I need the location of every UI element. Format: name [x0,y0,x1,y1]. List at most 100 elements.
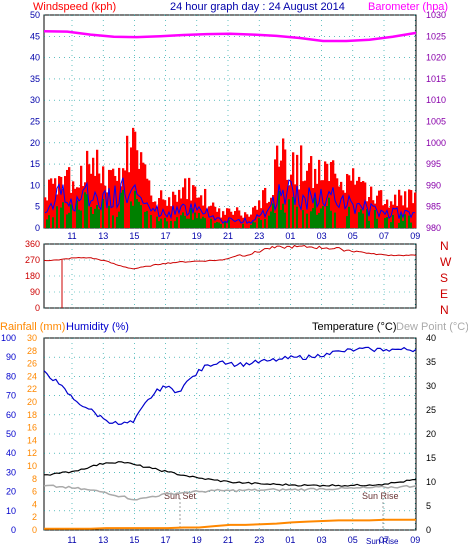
wind-green-bar [272,203,275,228]
gust-bar [298,189,301,228]
wind-green-bar [204,218,207,228]
wind-x-tick-label: 23 [254,231,264,241]
temp-x-tick-label: 01 [285,535,295,545]
gust-bar [268,201,271,228]
gust-bar [274,159,277,228]
humidity-y-tick-label: 60 [6,410,16,420]
wind-green-bar [214,223,217,228]
wind-y-tick-label: 50 [30,10,40,20]
gust-bar [204,188,207,228]
baro-y-tick-label: 1025 [426,31,446,41]
gust-bar [178,189,181,228]
gust-bar [106,192,109,228]
gust-bar [304,180,307,228]
wind-x-tick-label: 05 [348,231,358,241]
wind-green-bar [402,220,405,228]
gust-bar [308,163,311,228]
gust-bar [192,185,195,228]
wind-green-bar [198,212,201,228]
wind-green-bar [68,212,71,228]
gust-bar [184,178,187,228]
gust-bar [406,207,409,228]
gust-bar [340,181,343,228]
wind-green-bar [102,198,105,228]
gust-bar [396,205,399,228]
gust-bar [96,149,99,228]
chart-marks: 0510152025303540455098098599099510001005… [1,10,452,546]
wind-green-bar [302,210,305,228]
gust-bar [140,152,143,228]
wind-green-bar [322,206,325,228]
gust-bar [52,183,55,228]
gust-bar [266,203,269,228]
gust-bar [188,177,191,228]
rain-y-tick-label: 6 [32,487,37,497]
wind-green-bar [92,214,95,228]
compass-label: N [440,239,449,253]
wind-green-bar [52,217,55,228]
wind-green-bar [146,210,149,228]
dir-y-tick-label: 90 [30,287,40,297]
gust-bar [158,198,161,228]
gust-bar [194,186,197,228]
wind-green-bar [60,207,63,228]
gust-bar [250,214,253,228]
gust-bar [102,166,105,228]
wind-green-bar [90,207,93,228]
wind-green-bar [242,223,245,228]
gust-bar [398,189,401,228]
windspeed-label: Windspeed (kph) [33,1,116,13]
temp-x-tick-label: 11 [67,535,76,545]
wind-green-bar [292,196,295,228]
gust-bar [206,208,209,228]
gust-bar [242,217,245,228]
rainfall-label: Rainfall (mm) [0,321,65,333]
gust-bar [264,187,267,228]
temp-x-tick-label: 15 [129,535,139,545]
rain-y-tick-label: 26 [27,359,37,369]
wind-green-bar [348,206,351,228]
wind-green-bar [138,201,141,228]
temp-x-tick-label: 17 [161,535,171,545]
gust-bar [348,175,351,228]
humidity-y-tick-label: 40 [6,448,16,458]
gust-bar [384,203,387,228]
wind-y-tick-label: 0 [35,223,40,233]
gust-bar [276,145,279,228]
gust-bar [394,194,397,228]
wind-green-bar [76,200,79,228]
wind-green-bar [140,205,143,228]
gust-bar [174,194,177,228]
wind-green-bar [182,212,185,228]
sunset-annotation: Sun Set [164,491,197,501]
gust-bar [92,157,95,228]
dewpoint-line [43,484,417,501]
rain-y-tick-label: 8 [32,474,37,484]
rain-y-tick-label: 20 [27,397,37,407]
wind-y-tick-label: 20 [30,138,40,148]
gust-bar [150,195,153,228]
wind-green-bar [274,212,277,228]
wind-green-bar [188,218,191,228]
gust-bar [94,175,97,228]
wind-green-bar [282,203,285,228]
wind-green-bar [330,210,333,228]
gust-bar [162,199,165,228]
wind-green-bar [108,205,111,228]
temp-x-tick-label: 05 [348,535,358,545]
gust-bar [318,159,321,228]
compass-label: S [440,271,448,285]
humidity-y-tick-label: 30 [6,467,16,477]
temperature-line [43,461,417,487]
wind-green-bar [218,222,221,228]
temp-y-tick-label: 30 [426,381,436,391]
gust-bar [244,212,247,228]
wind-green-bar [310,211,313,228]
gust-bar [412,203,415,228]
wind-green-bar [62,202,65,228]
gust-bar [172,191,175,228]
wind-green-bar [358,212,361,228]
wind-green-bar [160,218,163,228]
wind-green-bar [258,218,261,228]
